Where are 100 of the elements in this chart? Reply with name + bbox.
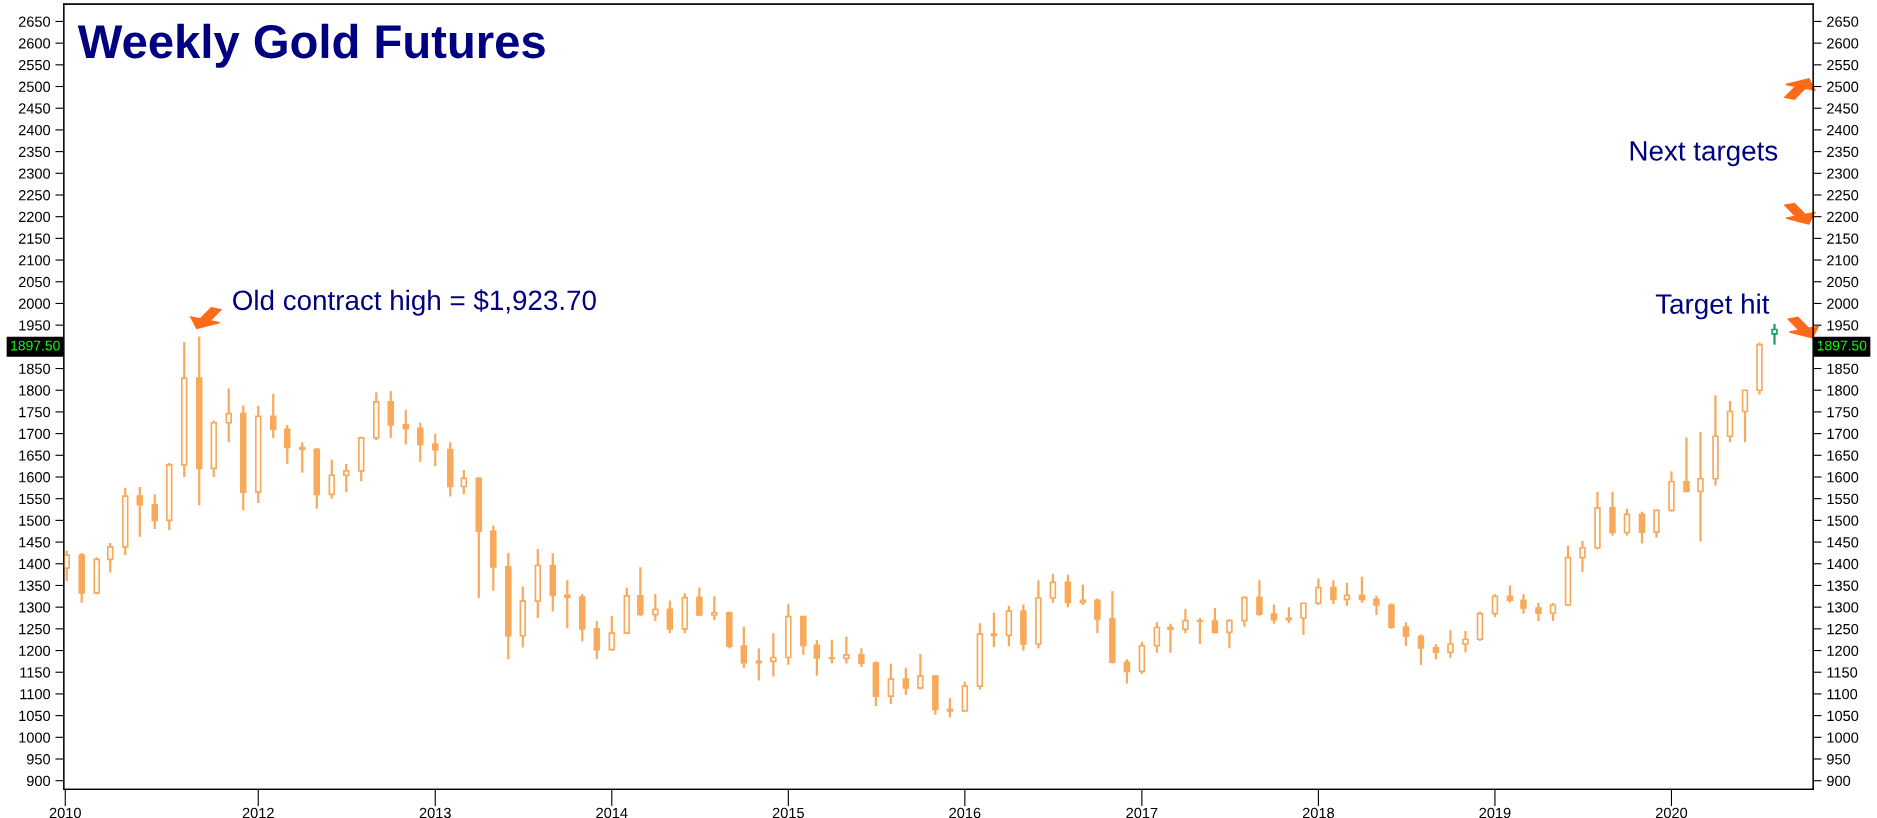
candlestick xyxy=(1741,389,1749,444)
candlestick xyxy=(1638,510,1646,545)
y2-tick-label: 1200 xyxy=(1827,645,1859,656)
candlestick xyxy=(946,697,954,719)
x-tick-label: 2016 xyxy=(949,807,981,818)
y2-tick-label: 1000 xyxy=(1827,732,1859,743)
candlestick xyxy=(1491,593,1499,619)
candlestick xyxy=(1343,581,1351,607)
candlestick xyxy=(1270,603,1278,625)
candlestick xyxy=(740,625,748,669)
y2-tick-label: 1550 xyxy=(1827,493,1859,505)
candlestick xyxy=(1358,575,1366,604)
candlestick xyxy=(1549,601,1557,623)
y2-tick-label: 2650 xyxy=(1827,16,1859,27)
y-tick-label: 2100 xyxy=(18,255,51,266)
candlestick xyxy=(1417,633,1425,666)
y2-tick-label: 1650 xyxy=(1827,450,1859,461)
candlestick xyxy=(225,387,232,444)
candlestick xyxy=(1520,593,1527,615)
y-tick-label: 1850 xyxy=(19,363,51,374)
y-tick-label: 2000 xyxy=(18,298,51,309)
candlestick xyxy=(770,632,777,678)
y-tick-label: 2400 xyxy=(18,125,51,136)
candlestick xyxy=(1535,601,1542,623)
candlestick xyxy=(608,614,616,652)
y2-tick-label: 2200 xyxy=(1827,211,1859,223)
x-tick-label: 2019 xyxy=(1479,807,1511,818)
y-tick-label: 1600 xyxy=(19,472,51,483)
y-tick-label: 1750 xyxy=(19,407,51,418)
y2-tick-label: 2300 xyxy=(1827,168,1859,179)
y2-tick-label: 950 xyxy=(1827,754,1851,765)
candlestick xyxy=(1771,322,1778,346)
candlestick xyxy=(106,541,114,574)
candlestick xyxy=(843,635,850,665)
candlestick xyxy=(917,652,924,691)
y2-tick-label: 1700 xyxy=(1827,428,1859,440)
y-tick-label: 2500 xyxy=(18,81,51,92)
y2-tick-label: 2550 xyxy=(1827,59,1859,71)
y-tick-label: 1500 xyxy=(19,515,51,526)
y-tick-label: 2650 xyxy=(18,16,51,27)
y2-tick-label: 2400 xyxy=(1827,125,1859,136)
candlestick xyxy=(136,485,144,538)
candlestick xyxy=(813,639,821,677)
y-tick-label: 1350 xyxy=(19,580,51,591)
y-tick-label: 1000 xyxy=(19,732,51,743)
candlestick xyxy=(1182,607,1189,635)
candlestick xyxy=(328,458,336,500)
text: 1897.50 xyxy=(1817,340,1867,351)
candlestick xyxy=(269,392,277,440)
candlestick xyxy=(1330,579,1337,606)
candlestick xyxy=(887,662,895,706)
candlestick xyxy=(1623,507,1631,537)
y2-tick-label: 2600 xyxy=(1827,38,1859,49)
y-tick-label: 2250 xyxy=(18,190,51,201)
y-tick-label: 1300 xyxy=(19,602,51,613)
candlestick xyxy=(1167,622,1174,654)
y-tick-label: 1100 xyxy=(20,689,51,700)
y-tick-label: 2450 xyxy=(18,103,51,114)
annotation: Next targets xyxy=(1630,141,1778,167)
y2-tick-label: 1600 xyxy=(1827,472,1859,483)
y2-tick-label: 1850 xyxy=(1827,363,1859,374)
y-tick-label: 1550 xyxy=(19,493,51,505)
x-tick-label: 2010 xyxy=(49,807,81,818)
y-tick-label: 1250 xyxy=(19,623,51,635)
y-tick-label: 2300 xyxy=(18,168,51,179)
y-tick-label: 2550 xyxy=(18,59,51,71)
candlestick xyxy=(1196,616,1204,646)
candlestick xyxy=(151,493,158,531)
candlestick xyxy=(402,408,410,446)
y2-tick-label: 1250 xyxy=(1827,623,1859,635)
candlestick xyxy=(637,566,644,617)
text: 1897.50 xyxy=(11,340,60,351)
y-tick-label: 2200 xyxy=(18,211,51,223)
y2-tick-label: 1100 xyxy=(1827,689,1858,700)
y2-tick-label: 2000 xyxy=(1827,298,1859,309)
candlestick xyxy=(858,647,865,669)
candlestick xyxy=(902,666,910,696)
annotation: Target hit xyxy=(1655,293,1770,320)
y-tick-label: 1200 xyxy=(19,645,51,656)
candlestick xyxy=(284,423,291,466)
y-tick-label: 2050 xyxy=(18,276,51,288)
annotation: Old contract high = $1,923.70 xyxy=(233,289,596,316)
x-tick-label: 2012 xyxy=(242,807,274,818)
candlestick xyxy=(1373,594,1380,617)
y-tick-label: 1950 xyxy=(19,320,51,331)
y2-tick-label: 1400 xyxy=(1827,558,1859,570)
candlestick xyxy=(1256,579,1263,617)
candlestick xyxy=(1447,629,1454,660)
y2-tick-label: 2450 xyxy=(1827,103,1859,114)
candlestick xyxy=(1241,595,1248,628)
candlestick xyxy=(299,441,306,474)
x-tick-label: 2018 xyxy=(1302,807,1334,818)
candlestick xyxy=(1123,658,1131,685)
y2-tick-label: 1950 xyxy=(1827,320,1859,331)
candlestick xyxy=(828,638,836,665)
x-tick-label: 2015 xyxy=(772,807,804,818)
candlestick xyxy=(666,599,674,635)
candlestick xyxy=(1094,597,1101,635)
y-tick-label: 1400 xyxy=(19,558,51,570)
y2-tick-label: 1300 xyxy=(1827,602,1859,613)
